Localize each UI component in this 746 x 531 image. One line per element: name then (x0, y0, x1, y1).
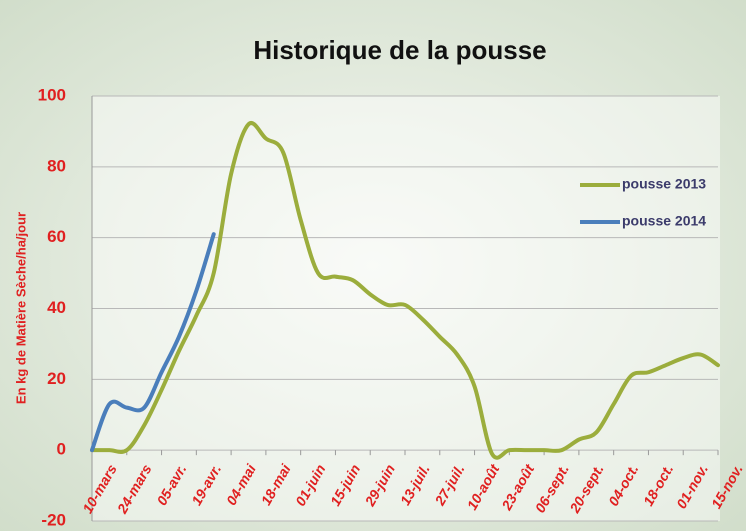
y-tick-label: 20 (47, 369, 66, 388)
chart-title: Historique de la pousse (253, 35, 546, 65)
page: Historique de la pousse En kg de Matière… (0, 0, 746, 531)
y-tick-label: 60 (47, 227, 66, 246)
y-tick-label: -20 (41, 510, 66, 529)
y-tick-label: 40 (47, 298, 66, 317)
y-tick-label: 100 (38, 85, 66, 104)
legend-label: pousse 2013 (622, 176, 706, 192)
y-tick-label: 80 (47, 156, 66, 175)
legend-label: pousse 2014 (622, 213, 706, 229)
chart: Historique de la pousse En kg de Matière… (0, 0, 746, 531)
y-tick-label: 0 (57, 440, 66, 459)
y-axis-title: En kg de Matière Sèche/ha/jour (13, 212, 28, 404)
